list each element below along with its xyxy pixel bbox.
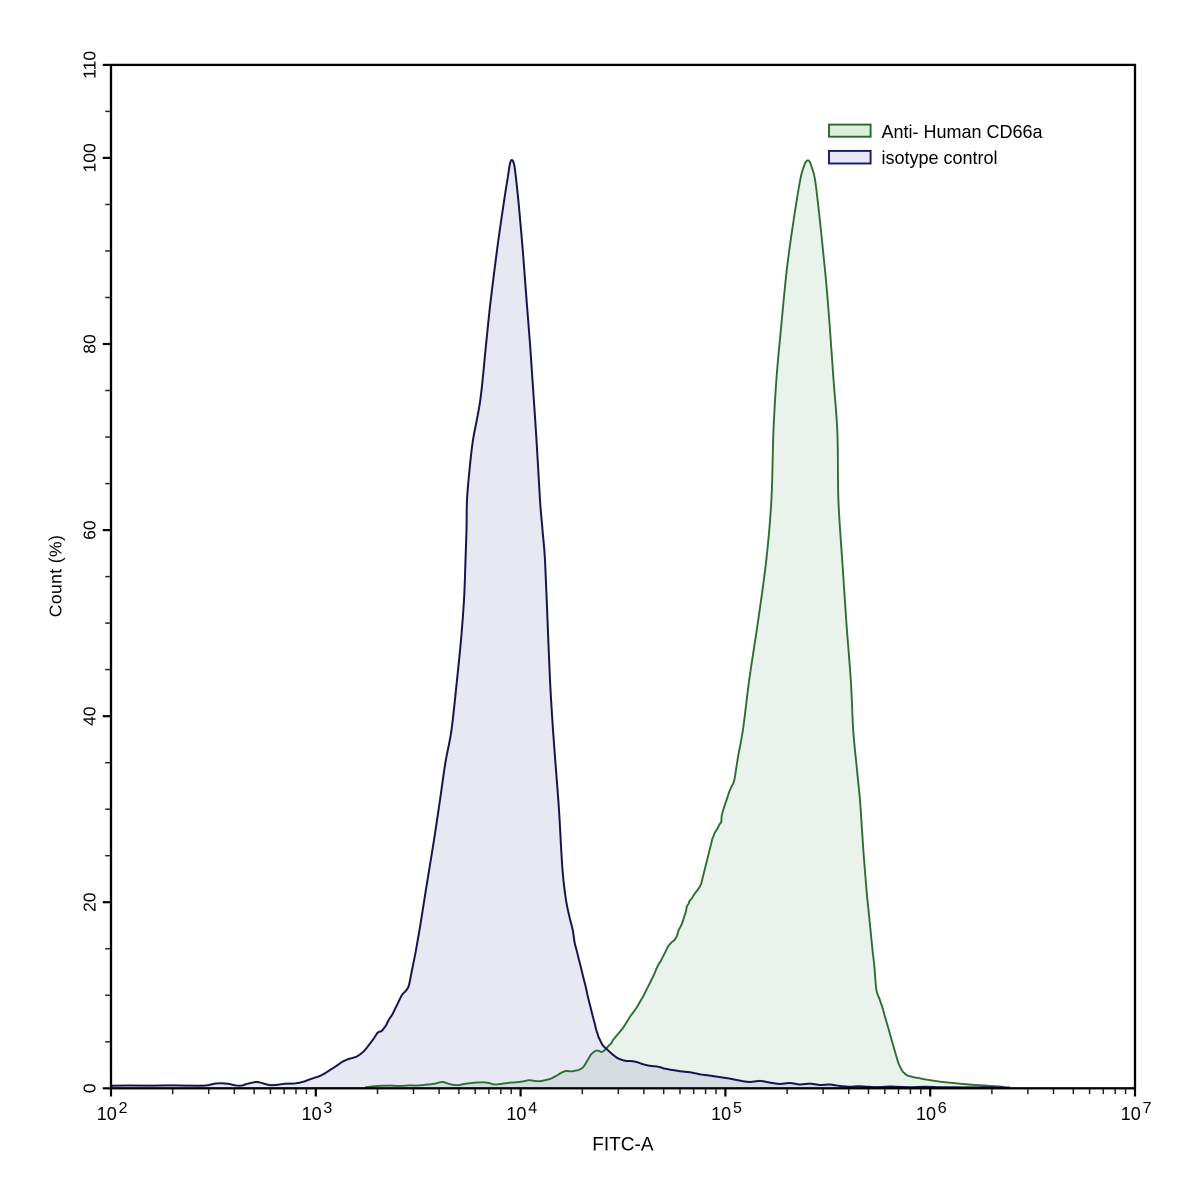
svg-text:5: 5 [733, 1100, 742, 1117]
svg-text:80: 80 [80, 334, 100, 354]
svg-text:10: 10 [97, 1104, 117, 1124]
svg-text:10: 10 [916, 1104, 936, 1124]
svg-text:FITC-A: FITC-A [592, 1135, 654, 1156]
svg-text:110: 110 [80, 51, 100, 79]
svg-text:40: 40 [80, 706, 100, 726]
svg-text:10: 10 [711, 1104, 731, 1124]
svg-text:3: 3 [323, 1100, 332, 1117]
svg-text:10: 10 [302, 1104, 322, 1124]
svg-text:4: 4 [528, 1100, 537, 1117]
svg-text:Count (%): Count (%) [46, 535, 66, 617]
svg-text:60: 60 [80, 520, 100, 540]
svg-text:6: 6 [938, 1100, 947, 1117]
svg-text:2: 2 [119, 1100, 128, 1117]
svg-text:Anti- Human CD66a: Anti- Human CD66a [882, 122, 1044, 142]
svg-text:0: 0 [80, 1083, 100, 1093]
svg-text:10: 10 [506, 1104, 526, 1124]
svg-text:100: 100 [80, 143, 100, 172]
svg-text:isotype control: isotype control [882, 148, 998, 168]
svg-text:10: 10 [1121, 1104, 1141, 1124]
svg-text:20: 20 [80, 892, 100, 912]
svg-text:7: 7 [1143, 1100, 1152, 1117]
